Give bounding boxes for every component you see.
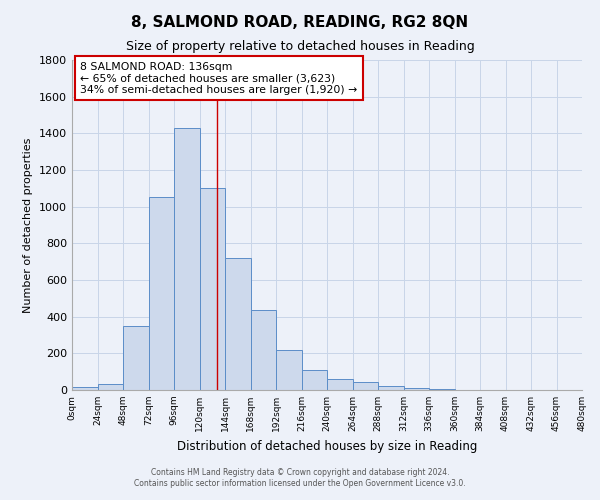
Text: 8 SALMOND ROAD: 136sqm
← 65% of detached houses are smaller (3,623)
34% of semi-: 8 SALMOND ROAD: 136sqm ← 65% of detached… <box>80 62 358 95</box>
X-axis label: Distribution of detached houses by size in Reading: Distribution of detached houses by size … <box>177 440 477 452</box>
Bar <box>404 388 429 390</box>
Bar <box>353 382 378 390</box>
Bar <box>251 310 276 390</box>
Bar <box>199 188 225 390</box>
Y-axis label: Number of detached properties: Number of detached properties <box>23 138 34 312</box>
Bar <box>327 379 353 390</box>
Text: Size of property relative to detached houses in Reading: Size of property relative to detached ho… <box>125 40 475 53</box>
Bar <box>378 386 404 390</box>
Bar <box>72 387 97 390</box>
Bar <box>97 384 123 390</box>
Bar <box>302 370 327 390</box>
Text: 8, SALMOND ROAD, READING, RG2 8QN: 8, SALMOND ROAD, READING, RG2 8QN <box>131 15 469 30</box>
Bar <box>149 196 174 390</box>
Bar <box>225 258 251 390</box>
Bar <box>174 128 199 390</box>
Bar <box>123 326 149 390</box>
Bar <box>276 350 302 390</box>
Text: Contains HM Land Registry data © Crown copyright and database right 2024.
Contai: Contains HM Land Registry data © Crown c… <box>134 468 466 487</box>
Bar <box>429 389 455 390</box>
